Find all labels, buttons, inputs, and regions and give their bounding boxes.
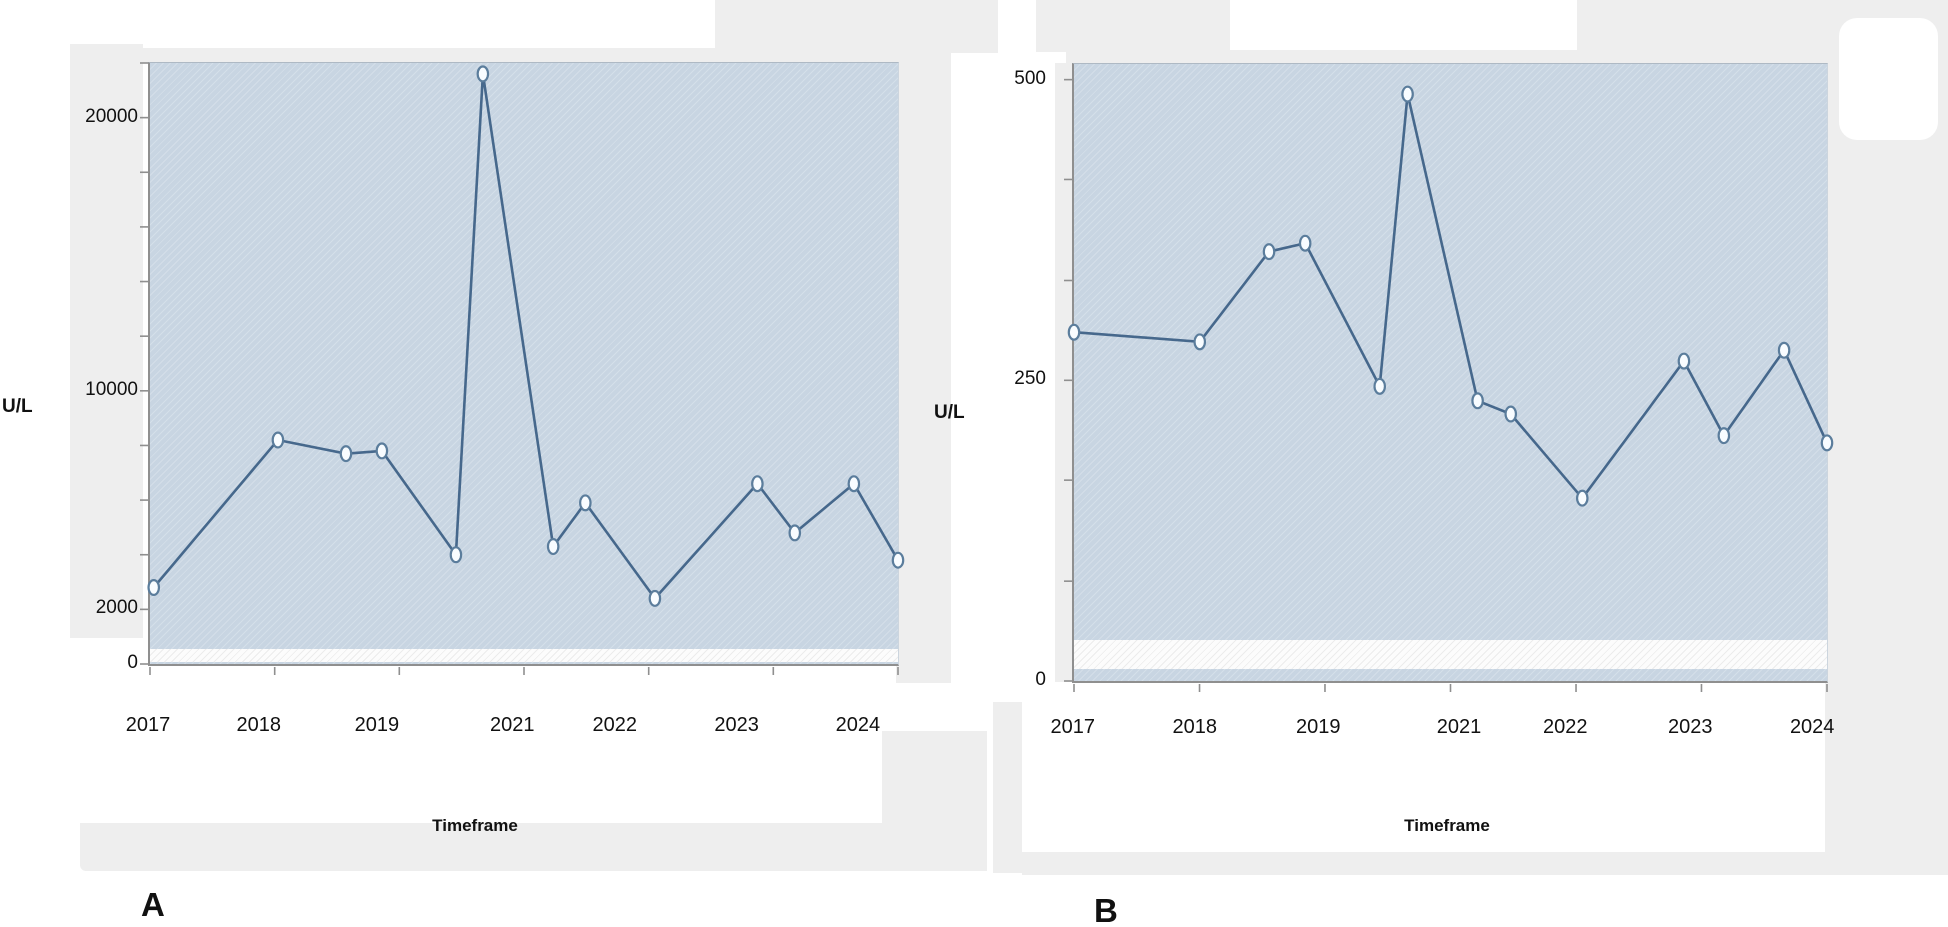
background-patch-a-left — [70, 44, 143, 638]
background-patch-top-mid — [1036, 0, 1230, 52]
data-point-marker — [1677, 352, 1691, 370]
panel-b-xtick-label: 2024 — [1789, 716, 1835, 738]
data-point-marker — [1262, 243, 1276, 261]
data-point-marker — [891, 551, 905, 569]
panel-a-xtick-label: 2021 — [490, 714, 535, 736]
background-patch-b-left — [1055, 63, 1072, 682]
panel-a-xtick-label: 2024 — [835, 714, 881, 736]
data-point-marker — [339, 445, 353, 463]
panel-a-ytick-label: 20000 — [85, 105, 138, 127]
panel-b-xtick-label: 2021 — [1436, 716, 1482, 738]
panel-a-ytick-label: 10000 — [85, 378, 138, 400]
panel-a-y-axis-unit-label: U/L — [2, 396, 33, 417]
data-point-marker — [1717, 427, 1731, 445]
background-patch-b-right — [1825, 60, 1948, 875]
panel-a-xtick-label: 2023 — [714, 714, 759, 736]
background-patch-a-right — [896, 53, 951, 683]
data-point-marker — [1575, 489, 1589, 507]
panel-a-ytick-label: 2000 — [95, 597, 138, 619]
panel-b-series-svg — [1064, 78, 1834, 692]
data-point-marker — [648, 589, 662, 607]
panel-b-ytick-label: 0 — [1035, 669, 1046, 690]
data-point-marker — [1298, 234, 1312, 252]
panel-b-series-line — [1073, 93, 1829, 501]
data-point-marker — [788, 524, 802, 542]
data-point-marker — [579, 494, 592, 512]
panel-b-y-axis-unit-label: U/L — [934, 402, 965, 423]
panel-b-plot-area — [1064, 63, 1834, 692]
data-point-marker — [1777, 341, 1791, 359]
data-point-marker — [1820, 434, 1834, 452]
panel-b-reference-range-band — [1074, 640, 1827, 669]
background-patch-mid-strip — [993, 702, 1022, 873]
panel-a-xtick-label: 2022 — [592, 714, 638, 736]
data-point-marker — [1471, 392, 1484, 410]
panel-a-reference-range-band — [150, 648, 898, 663]
panel-b-xtick-label: 2017 — [1050, 716, 1096, 738]
panel-b-ytick-label: 500 — [1014, 67, 1046, 89]
panel-b-letter: B — [1094, 892, 1118, 927]
background-patch-mid-block — [882, 731, 987, 871]
data-point-marker — [1401, 85, 1414, 103]
data-point-marker — [476, 65, 490, 83]
data-point-marker — [546, 538, 560, 556]
background-patch-a-topstrip — [140, 48, 899, 63]
panel-b-xtick-label: 2018 — [1172, 716, 1217, 738]
panel-b-xtick-label: 2022 — [1542, 716, 1588, 738]
panel-a-ytick-label: 0 — [127, 652, 138, 673]
data-point-marker — [1067, 323, 1081, 341]
background-patch-top-center — [715, 0, 998, 53]
panel-a-series-line — [152, 73, 900, 601]
data-point-marker — [847, 475, 861, 493]
panel-a-xtick-label: 2019 — [354, 714, 400, 736]
data-point-marker — [449, 546, 463, 564]
data-point-marker — [147, 579, 161, 597]
data-point-marker — [1373, 377, 1387, 395]
panel-a-series-svg — [140, 62, 905, 675]
data-point-marker — [271, 431, 285, 449]
panel-b-xtick-label: 2019 — [1295, 716, 1341, 738]
data-point-marker — [1193, 333, 1207, 351]
panel-a-x-axis-title: Timeframe — [432, 816, 518, 835]
panel-a-xtick-label: 2018 — [236, 714, 281, 736]
panel-a-xtick-label: 2017 — [125, 714, 171, 736]
panel-a-plot-area — [140, 62, 905, 675]
panel-b-ytick-label: 250 — [1014, 368, 1046, 390]
data-point-marker — [375, 442, 389, 460]
panel-a-letter: A — [141, 886, 165, 923]
data-point-marker — [1504, 405, 1518, 423]
background-patch-white-card — [1839, 18, 1938, 140]
panel-b-xtick-label: 2023 — [1667, 716, 1713, 738]
background-patch-b-footer — [1022, 852, 1948, 875]
data-point-marker — [751, 475, 764, 493]
panel-b-x-axis-title: Timeframe — [1404, 816, 1490, 835]
background-patch-a-footer — [80, 823, 987, 871]
